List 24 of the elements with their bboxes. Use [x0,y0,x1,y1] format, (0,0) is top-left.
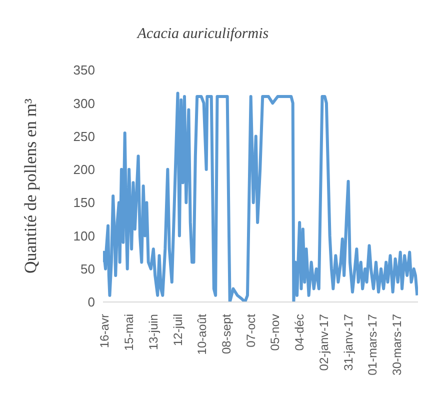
x-tick-label: 13-juin [146,314,160,350]
x-tick-label: 16-avr [98,314,112,348]
y-tick-label: 350 [73,62,95,78]
y-axis-title: Quantité de pollens en m³ [21,98,40,274]
x-tick-label: 31-janv-17 [341,314,356,371]
y-tick-label: 100 [73,228,95,244]
x-tick-label: 10-août [195,313,210,355]
x-tick-label: 07-oct [244,313,258,348]
y-tick-label: 0 [88,294,95,310]
x-tick-label: 30-mars-17 [390,314,404,376]
x-tick-label: 01-mars-17 [366,314,380,376]
y-tick-label: 250 [73,128,95,144]
y-tick-label: 200 [73,162,95,178]
line-series [103,92,418,302]
y-tick-label: 300 [73,96,95,111]
x-tick-label: 04-déc [292,314,307,351]
y-tick-label: 150 [73,195,95,210]
y-tick-label: 50 [80,261,95,276]
x-tick-label: 02-janv-17 [316,314,331,371]
x-tick-label: 08-sept [219,313,234,354]
x-tick-label: 12-juil [170,314,185,346]
chart-title: Acacia auriculiformis [136,26,270,43]
x-tick-label: 15-mai [122,314,136,351]
x-tick-label: 05-nov [268,314,282,351]
